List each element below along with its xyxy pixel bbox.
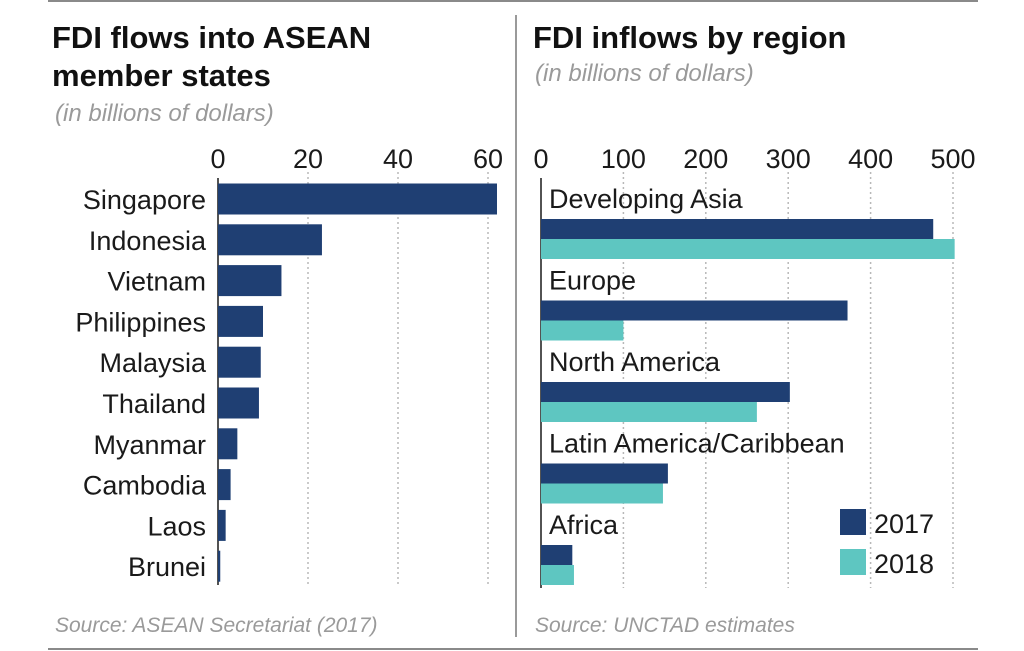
bar-left (218, 387, 259, 419)
category-label-left: Singapore (83, 185, 206, 215)
x-tick-label-right: 500 (930, 144, 975, 174)
bar-left (218, 183, 497, 215)
bar-2017 (541, 463, 668, 484)
category-label-left: Laos (147, 511, 206, 541)
category-label-left: Vietnam (107, 267, 206, 297)
category-label-left: Philippines (75, 307, 206, 337)
legend-swatch-2018 (840, 549, 866, 575)
bar-2017 (541, 545, 573, 565)
category-label-right: Europe (549, 266, 636, 296)
x-tick-label-right: 100 (601, 144, 646, 174)
legend-label-2018: 2018 (874, 549, 934, 579)
bar-left (218, 469, 231, 501)
right-source: Source: UNCTAD estimates (535, 614, 795, 637)
bar-left (218, 346, 261, 378)
bar-2018 (541, 320, 624, 341)
bar-left (218, 224, 322, 256)
bar-2017 (541, 382, 790, 402)
x-tick-label-left: 60 (473, 144, 503, 174)
bar-2018 (541, 239, 955, 259)
panel-divider (515, 15, 517, 637)
category-label-right: North America (549, 347, 721, 377)
bar-left (218, 305, 263, 337)
category-label-left: Indonesia (89, 226, 207, 256)
category-label-left: Cambodia (83, 471, 207, 501)
category-label-left: Malaysia (99, 348, 207, 378)
bar-2017 (541, 300, 848, 321)
bar-left (218, 509, 226, 541)
bar-left (218, 265, 282, 297)
x-tick-label-right: 400 (848, 144, 893, 174)
category-label-right: Latin America/Caribbean (549, 429, 845, 459)
right-title: FDI inflows by region (533, 20, 847, 55)
x-tick-label-left: 40 (383, 144, 413, 174)
legend-label-2017: 2017 (874, 509, 934, 539)
left-source: Source: ASEAN Secretariat (2017) (55, 614, 378, 637)
bar-2018 (541, 483, 663, 504)
bar-2018 (541, 402, 757, 422)
x-tick-label-right: 200 (683, 144, 728, 174)
x-tick-label-right: 300 (766, 144, 811, 174)
left-title-line1: FDI flows into ASEAN (52, 20, 372, 55)
category-label-left: Myanmar (93, 430, 206, 460)
x-tick-label-left: 0 (210, 144, 225, 174)
bar-2017 (541, 219, 934, 239)
category-label-left: Thailand (102, 389, 206, 419)
right-subtitle: (in billions of dollars) (535, 60, 754, 87)
category-label-right: Developing Asia (549, 184, 744, 214)
bar-2018 (541, 565, 574, 585)
bar-left (218, 428, 238, 460)
left-title-line2: member states (52, 58, 271, 93)
left-subtitle: (in billions of dollars) (55, 100, 274, 127)
category-label-right: Africa (549, 510, 619, 540)
bar-left (218, 550, 221, 582)
category-label-left: Brunei (128, 552, 206, 582)
top-rule (48, 0, 978, 2)
bottom-rule (48, 648, 978, 650)
legend-swatch-2017 (840, 509, 866, 535)
x-tick-label-left: 20 (293, 144, 323, 174)
x-tick-label-right: 0 (533, 144, 548, 174)
